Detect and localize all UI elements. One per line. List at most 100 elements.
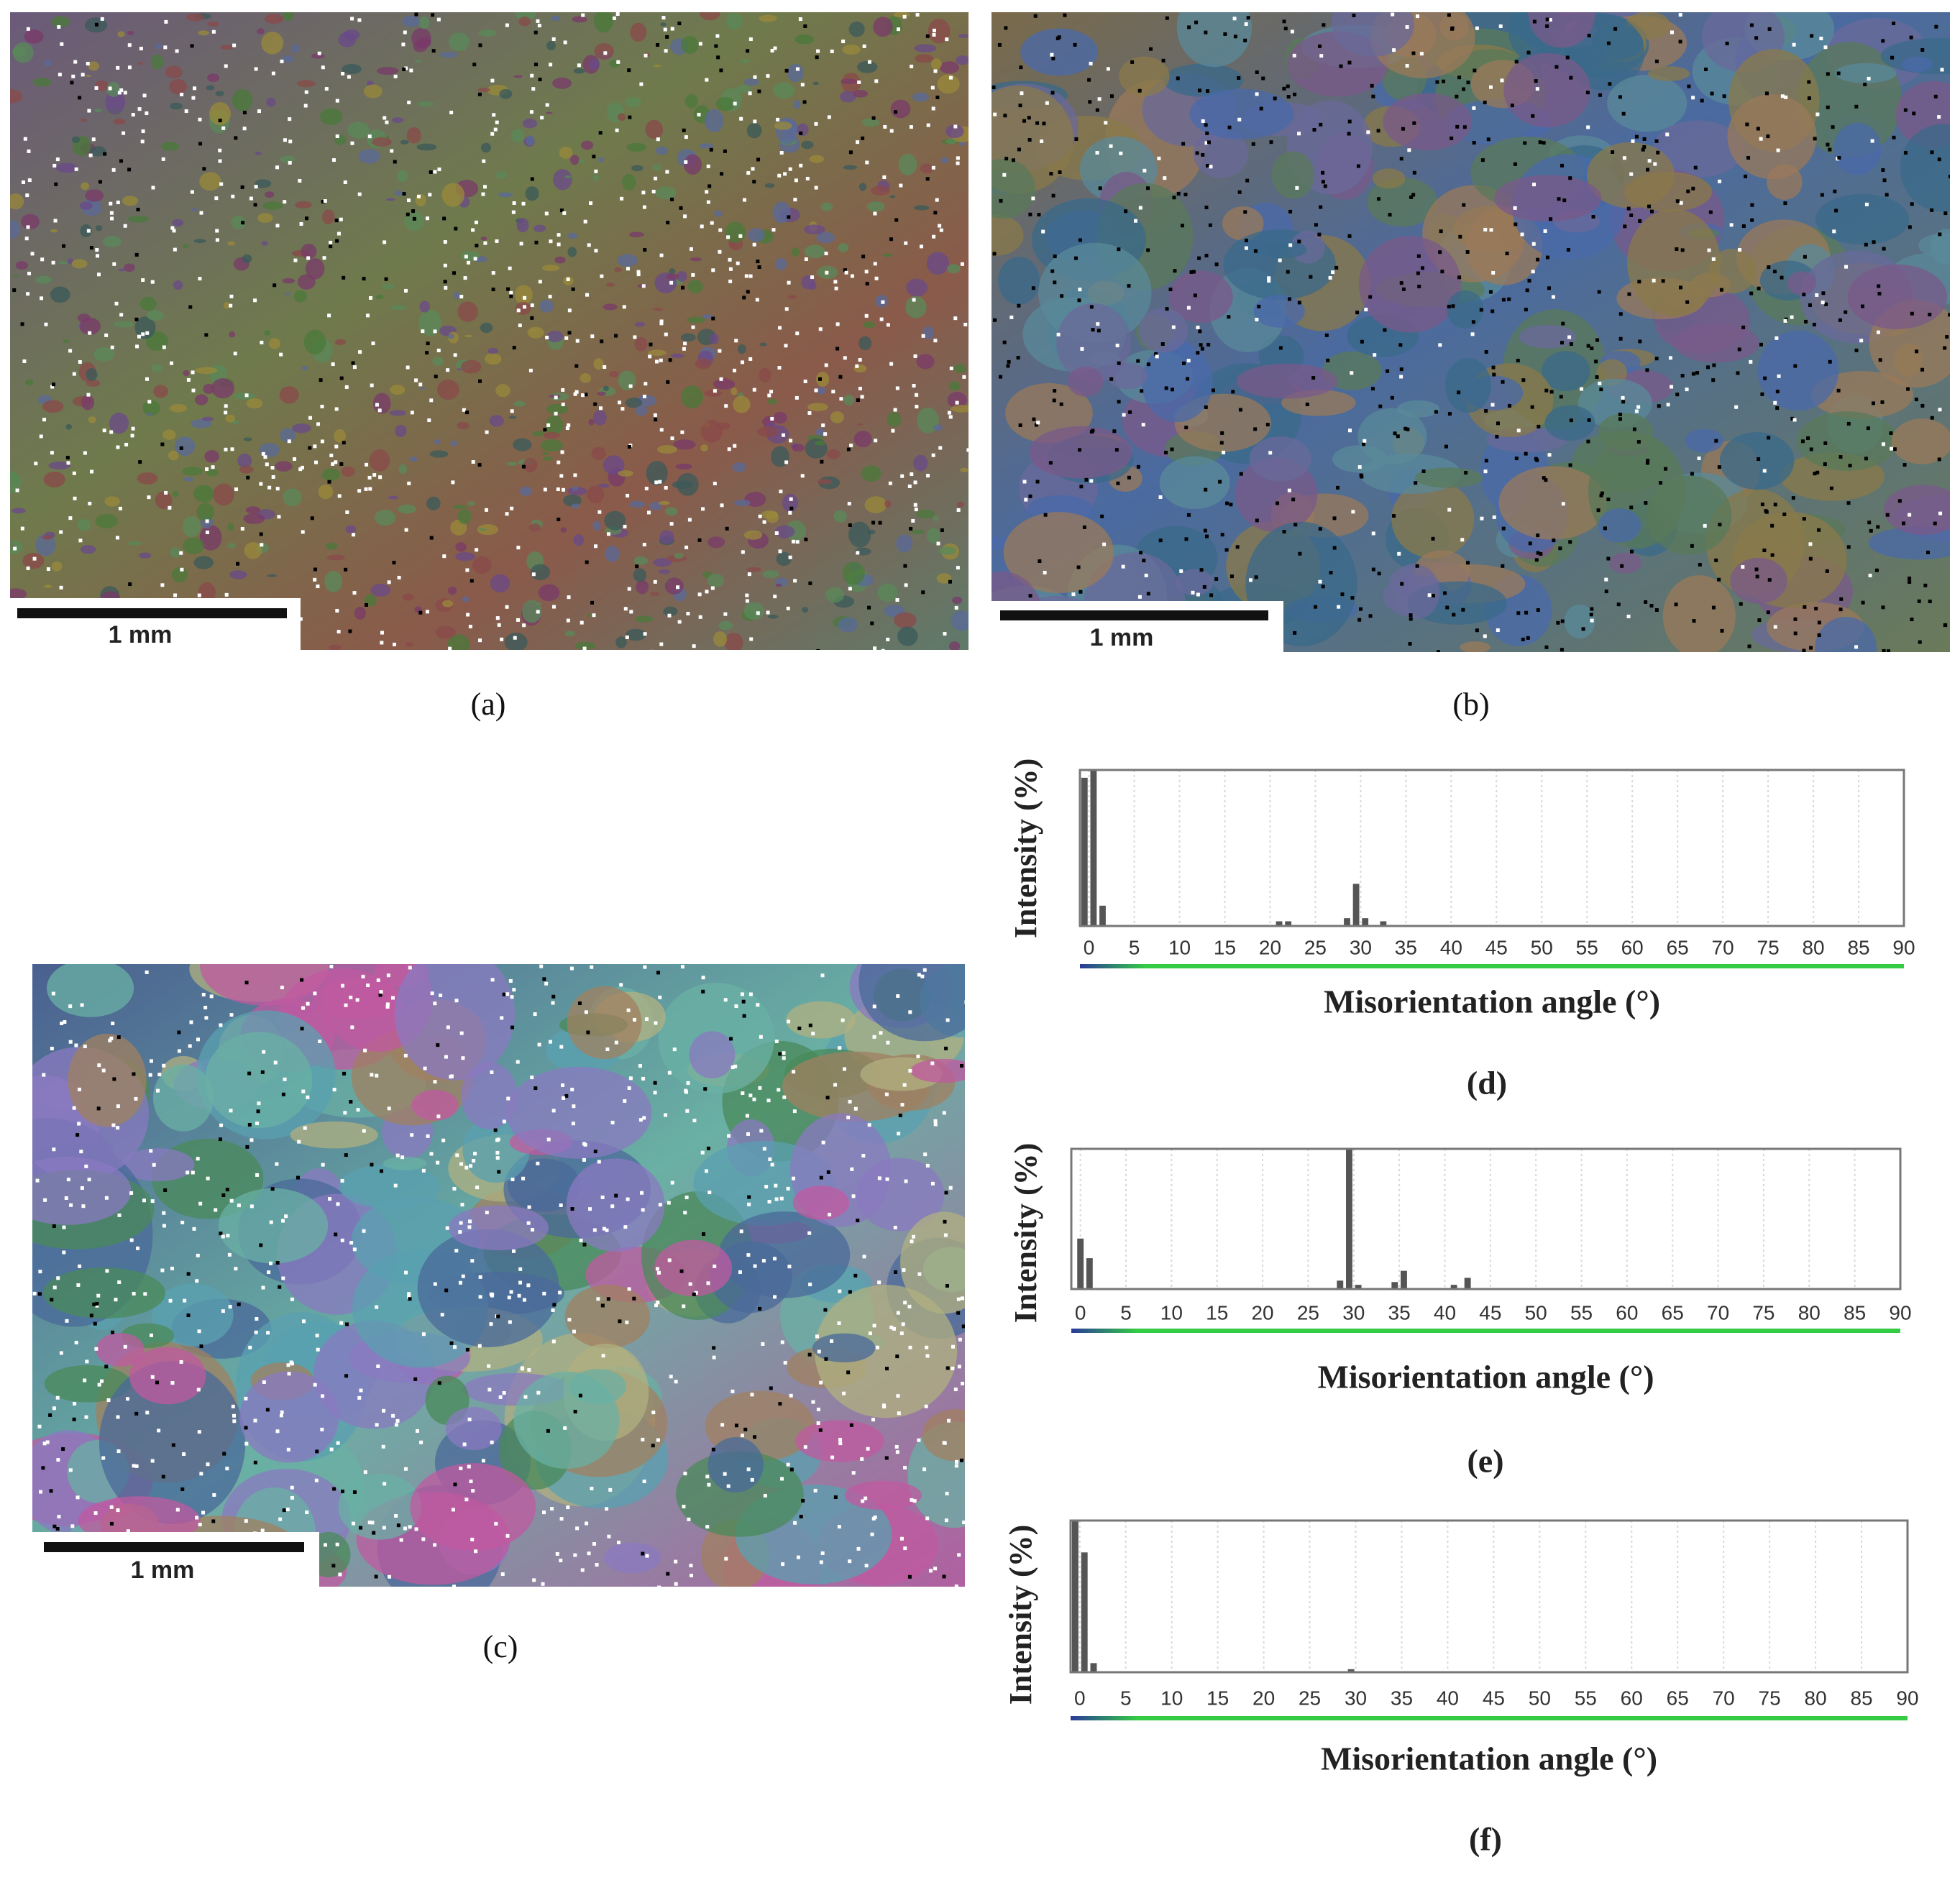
speckle xyxy=(799,131,803,135)
grain xyxy=(894,612,917,629)
speckle xyxy=(315,1334,319,1338)
bar xyxy=(1464,1278,1471,1289)
grain xyxy=(213,483,234,506)
speckle xyxy=(296,1175,300,1180)
speckle xyxy=(1492,515,1496,519)
speckle xyxy=(713,389,717,393)
x-tick-label: 0 xyxy=(1084,936,1095,958)
speckle xyxy=(391,1413,395,1418)
speckle xyxy=(1455,94,1459,98)
speckle xyxy=(891,428,895,433)
grain xyxy=(10,193,24,210)
speckle xyxy=(783,1361,787,1365)
speckle xyxy=(1214,262,1219,267)
speckle xyxy=(713,1264,717,1268)
speckle xyxy=(1326,358,1330,362)
grain xyxy=(848,521,871,548)
speckle xyxy=(1360,339,1364,344)
speckle xyxy=(943,1233,948,1237)
speckle xyxy=(27,271,32,275)
speckle xyxy=(204,333,209,337)
speckle xyxy=(270,1187,275,1191)
speckle xyxy=(1828,359,1832,364)
grain xyxy=(677,472,699,496)
speckle xyxy=(1597,290,1601,294)
speckle xyxy=(899,1536,904,1541)
speckle xyxy=(849,1423,853,1427)
speckle xyxy=(1568,176,1572,180)
speckle xyxy=(659,358,663,362)
speckle xyxy=(655,1267,659,1271)
grain xyxy=(541,265,560,272)
speckle xyxy=(727,447,731,451)
grain xyxy=(759,367,771,383)
speckle xyxy=(1508,403,1512,408)
speckle xyxy=(1611,150,1615,155)
grain xyxy=(1222,206,1264,241)
speckle xyxy=(746,1253,751,1257)
speckle xyxy=(830,1455,835,1459)
grain xyxy=(530,564,551,581)
speckle xyxy=(1254,575,1258,579)
speckle xyxy=(1050,52,1054,57)
grain xyxy=(913,454,928,472)
speckle xyxy=(137,334,141,339)
speckle xyxy=(91,137,96,142)
speckle xyxy=(1510,104,1514,108)
speckle xyxy=(545,335,549,339)
speckle xyxy=(1332,546,1337,550)
speckle xyxy=(477,463,482,467)
speckle xyxy=(446,368,450,372)
speckle xyxy=(653,1091,657,1095)
speckle xyxy=(1050,269,1055,273)
speckle xyxy=(117,1280,122,1285)
speckle xyxy=(1595,338,1600,342)
speckle xyxy=(643,248,647,252)
speckle xyxy=(21,180,25,184)
speckle xyxy=(1710,91,1714,96)
speckle xyxy=(777,366,782,370)
speckle xyxy=(1803,605,1807,609)
speckle xyxy=(461,1056,465,1060)
grain xyxy=(354,606,366,620)
speckle xyxy=(1462,125,1467,129)
speckle xyxy=(66,461,70,465)
speckle xyxy=(1182,361,1186,365)
speckle xyxy=(493,1128,498,1132)
speckle xyxy=(651,1444,655,1448)
speckle xyxy=(953,1388,958,1392)
speckle xyxy=(930,86,935,90)
speckle xyxy=(339,376,344,380)
speckle xyxy=(1836,71,1841,75)
speckle xyxy=(789,439,793,443)
speckle xyxy=(1484,459,1488,463)
speckle xyxy=(211,29,216,34)
grain xyxy=(415,193,426,207)
grain xyxy=(670,353,685,358)
grain xyxy=(597,391,606,396)
grain xyxy=(155,491,173,509)
speckle xyxy=(1059,402,1063,406)
speckle xyxy=(387,1106,391,1111)
speckle xyxy=(689,1564,693,1568)
speckle xyxy=(1470,332,1475,336)
speckle xyxy=(1654,59,1659,63)
x-tick-label: 20 xyxy=(1251,1301,1273,1324)
speckle xyxy=(799,163,803,168)
speckle xyxy=(241,221,245,225)
grain xyxy=(448,334,454,339)
speckle xyxy=(823,432,828,436)
speckle xyxy=(321,65,325,70)
bar xyxy=(1352,884,1360,926)
speckle xyxy=(1244,22,1248,26)
grain xyxy=(866,529,876,535)
speckle xyxy=(211,465,215,469)
speckle xyxy=(819,1175,823,1180)
speckle xyxy=(1561,321,1565,326)
speckle xyxy=(797,1026,802,1030)
grain xyxy=(699,12,720,21)
grain xyxy=(762,570,779,579)
speckle xyxy=(954,1464,958,1468)
speckle xyxy=(465,568,470,572)
grain xyxy=(759,14,777,22)
